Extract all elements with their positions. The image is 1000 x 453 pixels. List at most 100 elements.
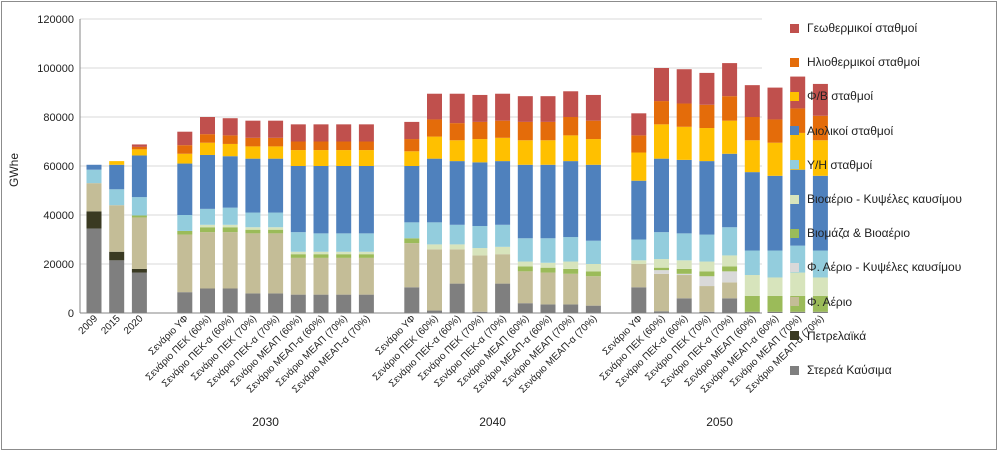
- y-tick-label: 20000: [43, 259, 74, 271]
- bar-segment: [109, 260, 125, 313]
- gridlines: [80, 18, 762, 314]
- bar-segment: [790, 311, 806, 313]
- bar-segment: [654, 158, 669, 233]
- bar-segment: [812, 115, 828, 141]
- legend-label: Βιομάζα & Βιοαέριο: [807, 226, 911, 241]
- bar-segment: [495, 224, 511, 247]
- bar-segment: [517, 261, 533, 267]
- bar-segment: [177, 292, 193, 313]
- legend-swatch: [790, 126, 799, 136]
- legend-label: Πετρελαϊκά: [807, 328, 867, 343]
- bar-segment: [767, 295, 783, 312]
- bar-segment: [585, 264, 601, 272]
- bar-segment: [722, 282, 738, 299]
- legend-swatch: [790, 194, 799, 204]
- bar-segment: [131, 146, 147, 150]
- bar-segment: [290, 257, 306, 295]
- legend-item: Στερεά Καύσιμα: [790, 362, 892, 378]
- bar-segment: [744, 140, 760, 173]
- bar-segment: [790, 272, 806, 296]
- bar-segment: [676, 275, 692, 299]
- bar-segment: [200, 154, 215, 209]
- bar-segment: [495, 137, 511, 162]
- bar-segment: [427, 93, 442, 120]
- bar-segment: [654, 68, 669, 102]
- bar-segment: [222, 288, 238, 313]
- bar-segment: [268, 137, 284, 147]
- bar-segment: [722, 153, 738, 228]
- bar-segment: [699, 72, 715, 105]
- bar-segment: [449, 93, 465, 124]
- bar-segment: [313, 150, 329, 166]
- bar-segment: [699, 128, 715, 162]
- legend-swatch: [790, 91, 799, 101]
- legend-label: Φ/Β σταθμοί: [807, 89, 874, 104]
- bar-segment: [358, 141, 374, 151]
- bar-segment: [427, 249, 442, 311]
- bar-segment: [472, 255, 488, 312]
- bar-segment: [699, 276, 715, 287]
- bar-segment: [676, 69, 692, 104]
- bar-segment: [540, 96, 556, 122]
- bar-segment: [427, 158, 442, 223]
- bar-segment: [313, 251, 329, 255]
- bar-segment: [744, 275, 760, 296]
- bar-segment: [449, 244, 465, 250]
- bar-segment: [744, 117, 760, 141]
- legend-item: Γεωθερμικοί σταθμοί: [790, 20, 917, 36]
- bar-segment: [131, 215, 147, 218]
- bar-segment: [495, 120, 511, 138]
- bar-segment: [722, 298, 738, 313]
- bar-segment: [563, 273, 579, 305]
- bar-segment: [585, 120, 601, 140]
- bar-segment: [245, 146, 261, 159]
- bar-segment: [313, 254, 329, 258]
- y-tick-label: 60000: [43, 161, 74, 173]
- bar-segment: [177, 234, 193, 293]
- bar-segment: [585, 276, 601, 306]
- bar-segment: [585, 271, 601, 277]
- bar-segment: [245, 120, 261, 138]
- bar-segment: [404, 139, 420, 152]
- bar-segment: [336, 251, 352, 255]
- bar-segment: [767, 142, 783, 176]
- bar-segment: [336, 254, 352, 258]
- bar-segment: [245, 212, 261, 228]
- legend-swatch: [790, 297, 799, 307]
- bar-segment: [472, 162, 488, 227]
- bar-segment: [358, 233, 374, 252]
- bar-segment: [177, 145, 193, 154]
- bar-segment: [404, 243, 420, 288]
- bar-segment: [540, 140, 556, 165]
- bar-segment: [131, 155, 147, 198]
- bar-segment: [517, 303, 533, 313]
- x-tick-label: 2009: [77, 313, 101, 337]
- bar-segment: [222, 156, 238, 208]
- bar-segment: [744, 250, 760, 276]
- bar-segment: [109, 164, 125, 190]
- legend-label: Γεωθερμικοί σταθμοί: [807, 21, 918, 35]
- bar-segment: [222, 118, 238, 136]
- bar-segment: [676, 268, 692, 274]
- legend-swatch: [790, 331, 799, 341]
- bar-segment: [245, 233, 261, 294]
- legend-swatch: [790, 228, 799, 238]
- bar-segment: [699, 311, 715, 313]
- bar-segment: [313, 233, 329, 252]
- bar-segment: [177, 163, 193, 215]
- y-axis-label: GWhe: [7, 153, 21, 187]
- bar-segment: [177, 230, 193, 235]
- bar-segment: [404, 287, 420, 313]
- legend-item: Πετρελαϊκά: [790, 328, 866, 344]
- bar-segment: [358, 251, 374, 255]
- bar-segment: [449, 249, 465, 284]
- bar-segment: [517, 266, 533, 272]
- bar-segment: [654, 273, 669, 312]
- legend-swatch: [790, 365, 799, 375]
- bar-segment: [767, 119, 783, 143]
- bar-segment: [812, 311, 828, 313]
- bar-segment: [86, 211, 102, 229]
- bar-segment: [131, 144, 147, 147]
- bar-segment: [495, 161, 511, 225]
- bar-segment: [177, 131, 193, 146]
